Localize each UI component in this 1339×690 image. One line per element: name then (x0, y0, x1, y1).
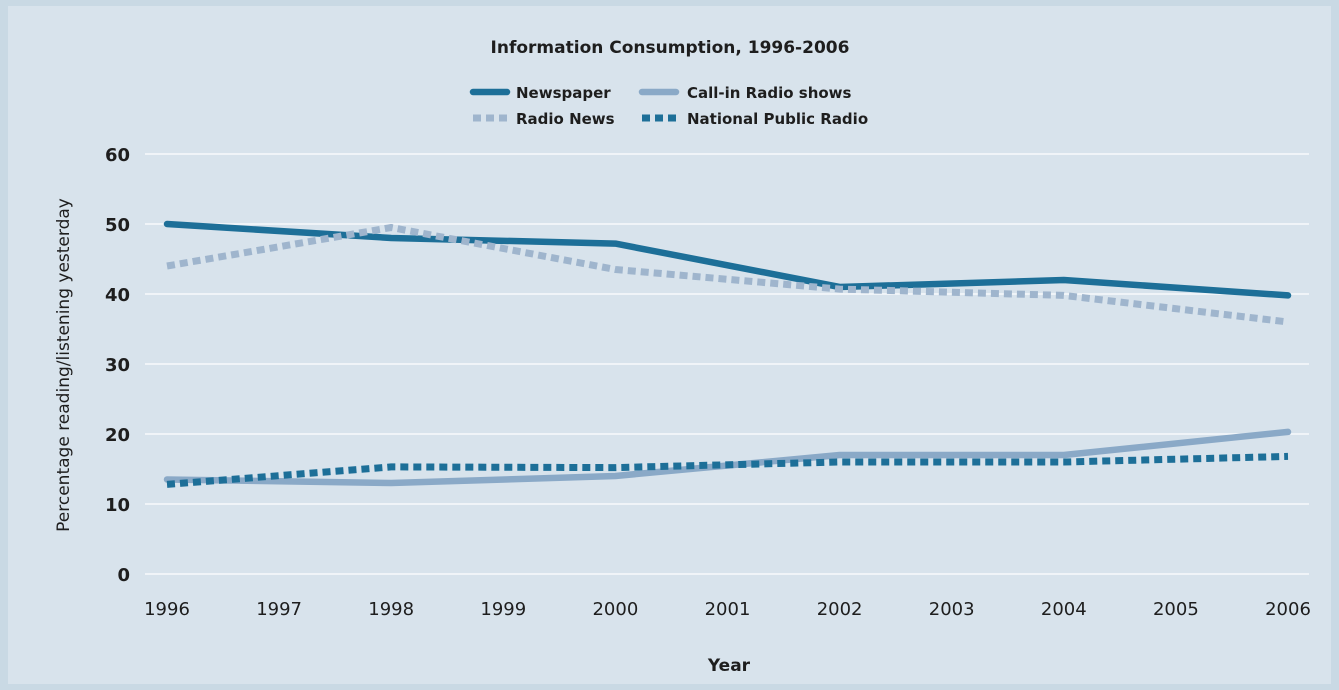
x-tick-label: 2000 (592, 599, 638, 620)
y-tick-label: 40 (105, 285, 130, 306)
series-line-radio-news (166, 224, 1289, 326)
chart-legend: Newspaper Call-in Radio shows Radio News Na… (469, 84, 868, 128)
x-tick-label: 1999 (480, 599, 526, 620)
legend-label: Radio News (516, 110, 615, 128)
x-tick-label: 2001 (705, 599, 751, 620)
y-tick-label: 50 (105, 215, 130, 236)
x-axis-ticks: 1996 1997 1998 1999 2000 2001 2002 2003 2004 2005… (144, 599, 1311, 620)
grid-lines (145, 153, 1309, 575)
legend-label: Newspaper (516, 84, 611, 102)
legend-label: Call-in Radio shows (687, 84, 852, 102)
y-axis-ticks: 0 10 20 30 40 50 60 (105, 145, 130, 586)
x-tick-label: 1996 (144, 599, 190, 620)
x-tick-label: 1998 (368, 599, 414, 620)
x-tick-label: 2004 (1041, 599, 1087, 620)
legend-label: National Public Radio (687, 110, 868, 128)
series-line-national-public-radio (166, 452, 1289, 488)
x-tick-label: 2003 (929, 599, 975, 620)
x-tick-label: 1997 (256, 599, 302, 620)
series-layer (163, 220, 1292, 488)
x-tick-label: 2002 (817, 599, 863, 620)
x-tick-label: 2006 (1265, 599, 1311, 620)
y-tick-label: 30 (105, 355, 130, 376)
x-axis-label: Year (707, 656, 751, 676)
chart-title: Information Consumption, 1996-2006 (491, 38, 850, 58)
y-tick-label: 0 (117, 565, 130, 586)
y-axis-label: Percentage reading/listening yesterday (54, 198, 74, 532)
y-tick-label: 60 (105, 145, 130, 166)
y-tick-label: 10 (105, 495, 130, 516)
y-tick-label: 20 (105, 425, 130, 446)
x-tick-label: 2005 (1153, 599, 1199, 620)
